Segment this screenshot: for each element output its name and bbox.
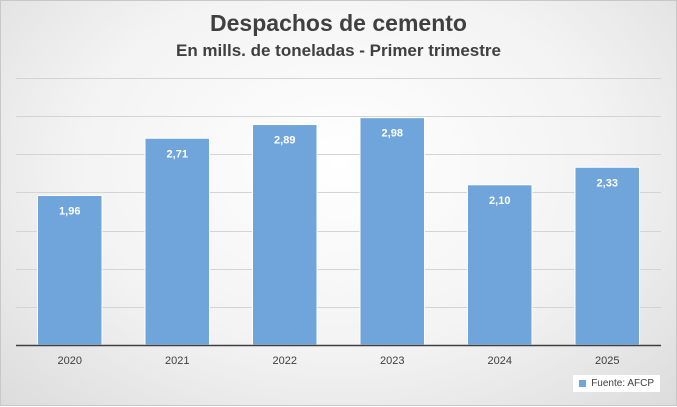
legend-label: Fuente: AFCP [591,378,654,389]
data-label: 2,71 [167,148,188,160]
x-tick-label: 2022 [273,355,297,367]
x-tick-label: 2023 [380,355,404,367]
data-label: 2,89 [274,135,295,147]
bar [144,137,210,346]
bar [37,194,103,346]
bar [359,117,425,346]
data-label: 2,33 [597,177,618,189]
data-label: 2,98 [382,128,403,140]
legend-swatch [579,380,587,387]
bar [574,166,640,346]
bar [252,124,318,346]
legend: Fuente: AFCP [573,375,660,392]
x-tick-label: 2021 [165,355,189,367]
data-label: 1,96 [59,205,80,217]
x-tick-label: 2020 [58,355,82,367]
data-label: 2,10 [489,195,510,207]
chart-subtitle: En mills. de toneladas - Primer trimestr… [175,41,501,60]
bar [467,184,533,346]
chart-title: Despachos de cemento [210,10,467,36]
x-tick-label: 2024 [488,355,512,367]
x-tick-label: 2025 [595,355,619,367]
